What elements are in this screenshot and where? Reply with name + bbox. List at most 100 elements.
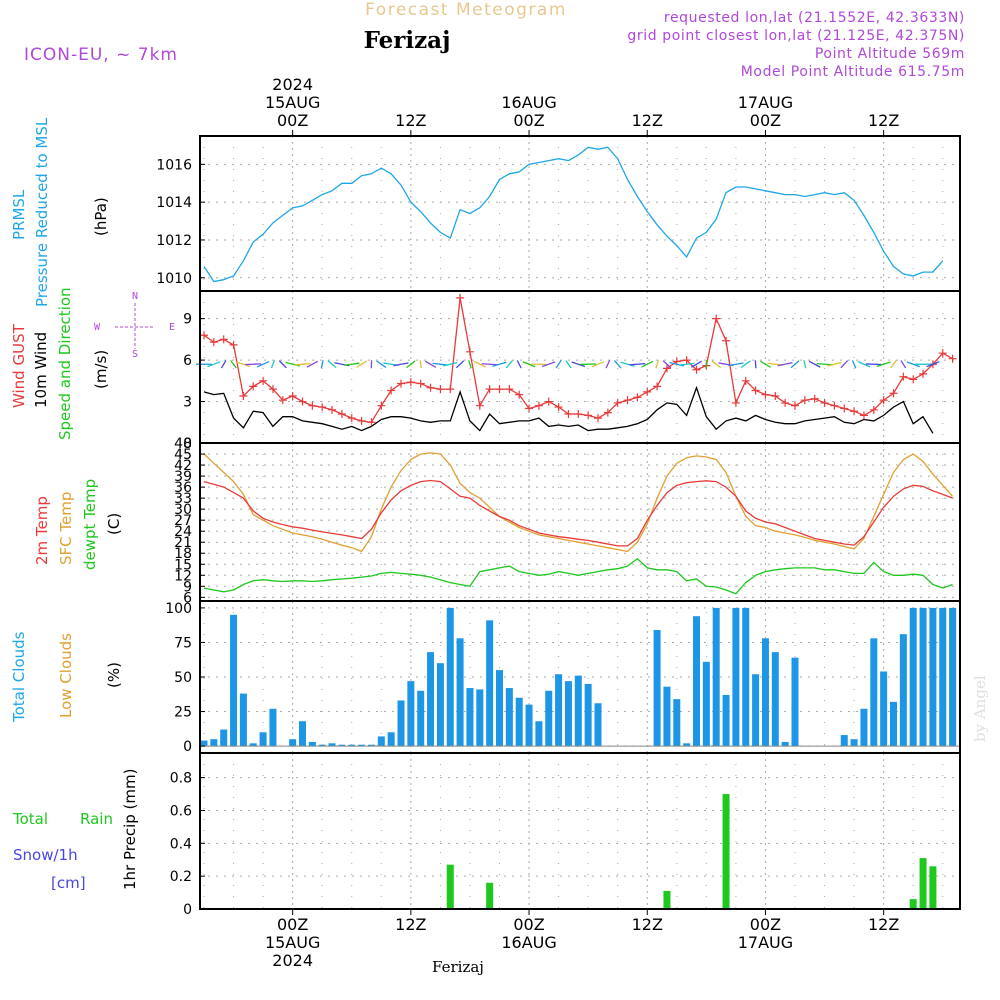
panel-frame-temperature [199,442,961,602]
cloud-bar [387,732,395,747]
y-tick-label: 50 [174,670,192,686]
wind-direction-arrow [541,361,556,368]
wind-gust-line-marker [318,403,327,412]
rain-label: Rain [80,810,113,828]
precip-bar [446,864,454,909]
requested-coords: requested lon,lat (21.1552E, 42.3633N) [664,10,965,26]
wind-10m-line [203,385,934,434]
wind-direction-arrow [393,362,409,367]
cloud-bar [722,694,730,747]
snow-unit: [cm] [51,874,86,892]
cloud-bar [397,700,405,747]
cloud-bar [545,690,553,747]
compass-rose: N S W E [94,291,175,360]
wind-gust-line-marker [712,314,721,323]
wind-gust-line-marker [830,401,839,410]
wind-direction-arrow [306,360,319,368]
temp-2m-label: 2m Temp [33,496,51,565]
compass-east: E [169,322,175,333]
compass-north: N [132,291,138,302]
wind-direction-arrow [655,360,659,369]
wind-gust-line-marker [308,401,317,410]
wind-gust-line-marker [525,404,534,413]
cloud-bar [259,732,267,747]
point-altitude: Point Altitude 569m [815,46,965,62]
wind-gust-line-marker [387,386,396,395]
wind-gust-line-marker [613,398,622,407]
cloud-bar [210,739,218,747]
wind-direction-arrow [256,360,270,368]
y-tick-label: 100 [165,601,192,617]
wind-gust-line-marker [850,407,859,416]
wind-direction-arrow [857,361,871,368]
cloud-bar [505,688,513,747]
cloud-bar [456,638,464,747]
precip-bar [722,794,730,909]
cloud-bar [476,689,484,747]
y-tick-label: 36 [174,480,192,496]
temp-sfc-label: SFC Temp [57,492,75,565]
wind-gust-line-marker [436,385,445,394]
wind-gust-line-marker [869,405,878,414]
series-layer [196,146,960,910]
panel-frame-pressure [199,135,961,292]
wind-gust-line-marker [259,376,268,385]
y-tick-label: 15 [174,557,192,573]
y-tick-label: 3 [183,395,192,411]
cloud-bar [525,704,533,747]
footer-location: Ferizaj [432,958,484,976]
y-tick-label: 0.8 [170,771,192,787]
wind-gust-line-marker [515,390,524,399]
cloud-bar [535,721,543,747]
wind-gust-line-marker [584,411,593,420]
total-clouds-label: Total Clouds [10,631,28,723]
wind-gust-line-marker [682,356,691,365]
wind-gust-line-marker [741,376,750,385]
grid-layer [200,136,960,910]
y-tick-label: 0 [183,739,192,755]
wind-gust-line-marker [564,409,573,418]
cloud-bar [496,670,503,747]
wind-gust-line-marker [820,398,829,407]
wind-gust-line-marker [633,393,642,402]
cloud-bar [318,744,326,747]
y-tick-label: 33 [174,491,192,507]
cloud-bar [742,607,750,747]
y-tick-label: 24 [174,524,192,540]
cloud-bar [358,744,366,747]
wind-direction-arrow [705,360,708,369]
cloud-bar [781,741,789,747]
wind-direction-arrow [840,360,849,369]
sfc-temp-line [203,452,954,553]
wind-direction-arrow [678,362,695,366]
cloud-bar [761,638,769,747]
precip-bar [663,890,671,909]
wind-direction-arrow [808,360,821,368]
wind-gust-line-marker [406,378,415,387]
wind-gust-line-marker [347,414,356,423]
cloud-bar [436,663,444,747]
time-label-top: 00Z [277,111,308,130]
location-title: Ferizaj [364,27,451,54]
y-tick-label: 27 [174,513,192,529]
cloud-bar [466,688,474,747]
wind-direction-arrow [591,361,605,368]
cloud-bar [899,634,907,747]
wind-direction-arrow [620,361,635,367]
model-altitude: Model Point Altitude 615.75m [741,64,965,80]
cloud-bar [407,681,415,747]
y-tick-label: 1014 [156,195,192,211]
wind-gust-line-marker [722,336,731,345]
grid-point-coords: grid point closest lon,lat (21.125E, 42.… [627,28,965,44]
time-label-top: 12Z [395,111,426,130]
wind-gust-line-marker [397,379,405,388]
axis-layer: 1010101210141016036969121518212427303336… [156,75,961,970]
wind-direction-arrow [285,361,300,367]
wind-gust-line-marker [229,340,238,349]
time-label-top: 2024 [272,75,313,94]
wind-unit: (m/s) [92,350,110,389]
wind-direction-arrow [356,360,367,368]
cloud-bar [230,614,238,747]
y-tick-label: 42 [174,458,192,474]
wind-direction-arrow [455,360,465,369]
